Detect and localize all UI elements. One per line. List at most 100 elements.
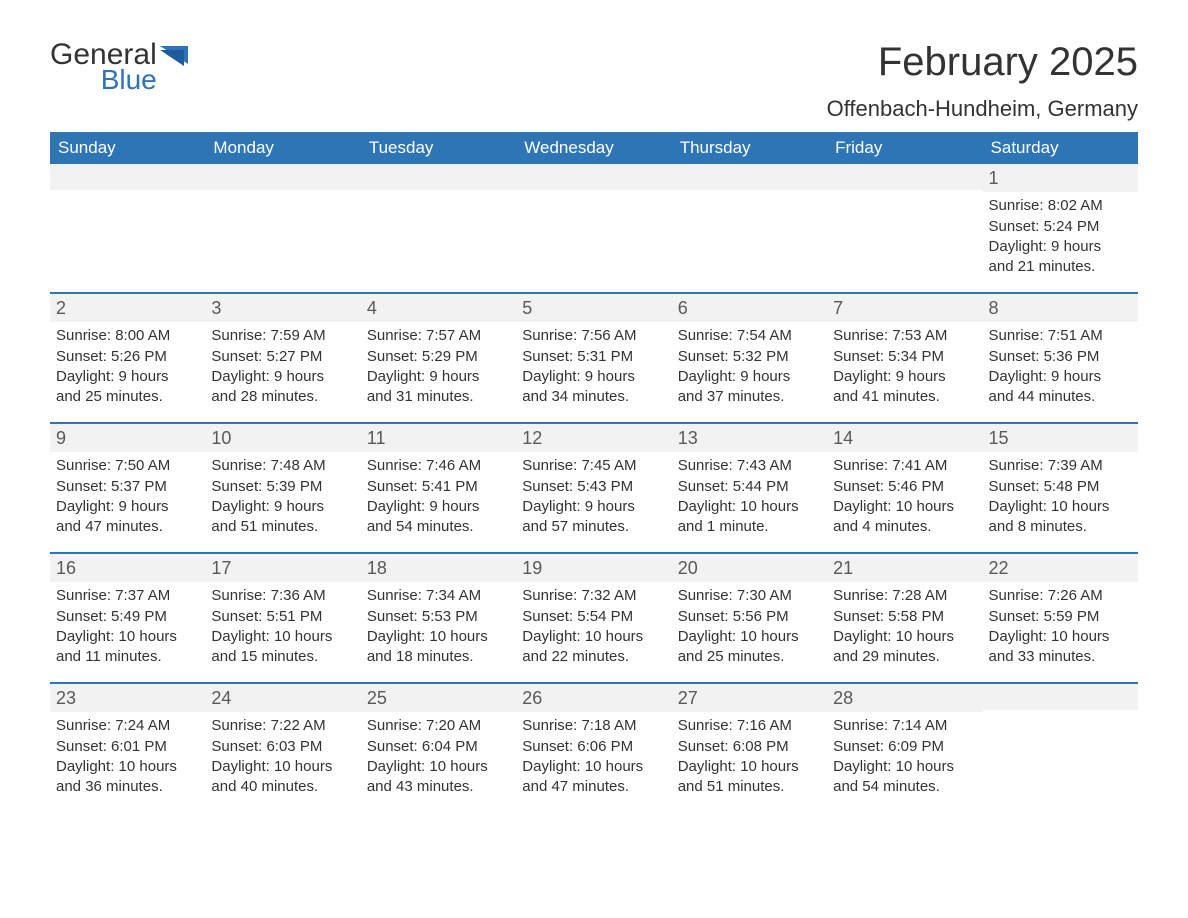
- daylight-line-1: Daylight: 9 hours: [211, 497, 354, 517]
- location-subtitle: Offenbach-Hundheim, Germany: [827, 96, 1138, 122]
- page-header: General Blue February 2025 Offenbach-Hun…: [50, 40, 1138, 122]
- daylight-line-1: Daylight: 9 hours: [989, 367, 1132, 387]
- day-number: 18: [361, 554, 516, 582]
- day-cell: 3Sunrise: 7:59 AMSunset: 5:27 PMDaylight…: [205, 294, 360, 422]
- day-info: Sunrise: 7:24 AMSunset: 6:01 PMDaylight:…: [50, 712, 205, 803]
- daylight-line-2: and 8 minutes.: [989, 517, 1132, 537]
- daylight-line-2: and 34 minutes.: [522, 387, 665, 407]
- day-info: Sunrise: 7:50 AMSunset: 5:37 PMDaylight:…: [50, 452, 205, 543]
- day-number: 25: [361, 684, 516, 712]
- daylight-line-2: and 40 minutes.: [211, 777, 354, 797]
- daylight-line-1: Daylight: 10 hours: [678, 627, 821, 647]
- sunrise-text: Sunrise: 7:50 AM: [56, 456, 199, 476]
- weekday-header-row: Sunday Monday Tuesday Wednesday Thursday…: [50, 132, 1138, 164]
- brand-word-2: Blue: [50, 66, 157, 94]
- calendar-page: General Blue February 2025 Offenbach-Hun…: [0, 0, 1188, 918]
- day-info: Sunrise: 7:28 AMSunset: 5:58 PMDaylight:…: [827, 582, 982, 673]
- day-info: Sunrise: 7:46 AMSunset: 5:41 PMDaylight:…: [361, 452, 516, 543]
- daylight-line-2: and 11 minutes.: [56, 647, 199, 667]
- sunrise-text: Sunrise: 7:48 AM: [211, 456, 354, 476]
- week-row: 9Sunrise: 7:50 AMSunset: 5:37 PMDaylight…: [50, 422, 1138, 552]
- daylight-line-1: Daylight: 10 hours: [367, 627, 510, 647]
- day-cell: [827, 164, 982, 292]
- day-info: Sunrise: 7:56 AMSunset: 5:31 PMDaylight:…: [516, 322, 671, 413]
- sunrise-text: Sunrise: 8:00 AM: [56, 326, 199, 346]
- empty-day-band: [827, 164, 982, 190]
- sunset-text: Sunset: 5:26 PM: [56, 347, 199, 367]
- day-cell: 23Sunrise: 7:24 AMSunset: 6:01 PMDayligh…: [50, 684, 205, 812]
- day-info: Sunrise: 7:32 AMSunset: 5:54 PMDaylight:…: [516, 582, 671, 673]
- day-number: 21: [827, 554, 982, 582]
- day-cell: 9Sunrise: 7:50 AMSunset: 5:37 PMDaylight…: [50, 424, 205, 552]
- sunset-text: Sunset: 5:36 PM: [989, 347, 1132, 367]
- sunrise-text: Sunrise: 7:43 AM: [678, 456, 821, 476]
- day-cell: 26Sunrise: 7:18 AMSunset: 6:06 PMDayligh…: [516, 684, 671, 812]
- daylight-line-1: Daylight: 9 hours: [56, 367, 199, 387]
- day-cell: 2Sunrise: 8:00 AMSunset: 5:26 PMDaylight…: [50, 294, 205, 422]
- weekday-header: Saturday: [983, 132, 1138, 164]
- day-number: 11: [361, 424, 516, 452]
- day-cell: 28Sunrise: 7:14 AMSunset: 6:09 PMDayligh…: [827, 684, 982, 812]
- sunset-text: Sunset: 5:46 PM: [833, 477, 976, 497]
- day-info: Sunrise: 7:20 AMSunset: 6:04 PMDaylight:…: [361, 712, 516, 803]
- daylight-line-1: Daylight: 10 hours: [833, 627, 976, 647]
- day-number: 17: [205, 554, 360, 582]
- day-number: 9: [50, 424, 205, 452]
- brand-text: General Blue: [50, 40, 157, 94]
- daylight-line-1: Daylight: 10 hours: [833, 497, 976, 517]
- day-cell: 14Sunrise: 7:41 AMSunset: 5:46 PMDayligh…: [827, 424, 982, 552]
- day-info: Sunrise: 7:59 AMSunset: 5:27 PMDaylight:…: [205, 322, 360, 413]
- sunrise-text: Sunrise: 7:41 AM: [833, 456, 976, 476]
- sunrise-text: Sunrise: 7:20 AM: [367, 716, 510, 736]
- day-number: 20: [672, 554, 827, 582]
- day-number: 12: [516, 424, 671, 452]
- day-info: Sunrise: 7:54 AMSunset: 5:32 PMDaylight:…: [672, 322, 827, 413]
- day-cell: 22Sunrise: 7:26 AMSunset: 5:59 PMDayligh…: [983, 554, 1138, 682]
- brand-logo: General Blue: [50, 40, 194, 94]
- day-info: Sunrise: 7:18 AMSunset: 6:06 PMDaylight:…: [516, 712, 671, 803]
- empty-day-band: [205, 164, 360, 190]
- day-number: 6: [672, 294, 827, 322]
- sunset-text: Sunset: 5:37 PM: [56, 477, 199, 497]
- daylight-line-2: and 47 minutes.: [56, 517, 199, 537]
- sunset-text: Sunset: 5:31 PM: [522, 347, 665, 367]
- day-cell: 11Sunrise: 7:46 AMSunset: 5:41 PMDayligh…: [361, 424, 516, 552]
- sunrise-text: Sunrise: 7:56 AM: [522, 326, 665, 346]
- sunset-text: Sunset: 5:59 PM: [989, 607, 1132, 627]
- day-info: Sunrise: 7:51 AMSunset: 5:36 PMDaylight:…: [983, 322, 1138, 413]
- sunrise-text: Sunrise: 7:28 AM: [833, 586, 976, 606]
- day-cell: 13Sunrise: 7:43 AMSunset: 5:44 PMDayligh…: [672, 424, 827, 552]
- day-cell: [516, 164, 671, 292]
- day-cell: 15Sunrise: 7:39 AMSunset: 5:48 PMDayligh…: [983, 424, 1138, 552]
- day-info: Sunrise: 7:48 AMSunset: 5:39 PMDaylight:…: [205, 452, 360, 543]
- sunrise-text: Sunrise: 7:54 AM: [678, 326, 821, 346]
- daylight-line-1: Daylight: 9 hours: [211, 367, 354, 387]
- sunset-text: Sunset: 5:44 PM: [678, 477, 821, 497]
- daylight-line-1: Daylight: 10 hours: [989, 497, 1132, 517]
- day-cell: 4Sunrise: 7:57 AMSunset: 5:29 PMDaylight…: [361, 294, 516, 422]
- day-number: 1: [983, 164, 1138, 192]
- sunset-text: Sunset: 5:54 PM: [522, 607, 665, 627]
- daylight-line-2: and 43 minutes.: [367, 777, 510, 797]
- sunrise-text: Sunrise: 7:22 AM: [211, 716, 354, 736]
- empty-day-band: [361, 164, 516, 190]
- day-info: Sunrise: 8:00 AMSunset: 5:26 PMDaylight:…: [50, 322, 205, 413]
- sunset-text: Sunset: 6:06 PM: [522, 737, 665, 757]
- empty-day-band: [672, 164, 827, 190]
- day-number: 7: [827, 294, 982, 322]
- daylight-line-2: and 51 minutes.: [211, 517, 354, 537]
- day-info: Sunrise: 7:53 AMSunset: 5:34 PMDaylight:…: [827, 322, 982, 413]
- daylight-line-1: Daylight: 10 hours: [678, 757, 821, 777]
- day-number: 28: [827, 684, 982, 712]
- daylight-line-2: and 4 minutes.: [833, 517, 976, 537]
- daylight-line-1: Daylight: 9 hours: [367, 367, 510, 387]
- day-cell: 12Sunrise: 7:45 AMSunset: 5:43 PMDayligh…: [516, 424, 671, 552]
- sunset-text: Sunset: 5:39 PM: [211, 477, 354, 497]
- week-row: 1Sunrise: 8:02 AMSunset: 5:24 PMDaylight…: [50, 164, 1138, 292]
- day-cell: [983, 684, 1138, 812]
- weekday-header: Wednesday: [516, 132, 671, 164]
- sunrise-text: Sunrise: 7:53 AM: [833, 326, 976, 346]
- daylight-line-1: Daylight: 9 hours: [522, 497, 665, 517]
- sunset-text: Sunset: 5:49 PM: [56, 607, 199, 627]
- daylight-line-1: Daylight: 10 hours: [989, 627, 1132, 647]
